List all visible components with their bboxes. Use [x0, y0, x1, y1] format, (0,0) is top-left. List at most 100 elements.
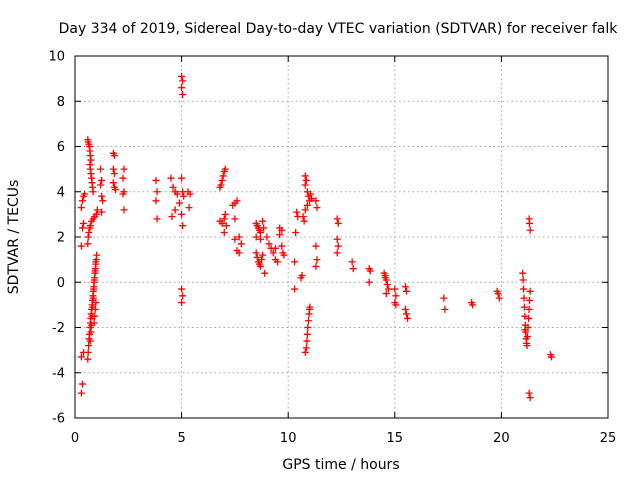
data-point: [179, 90, 187, 98]
grid-lines: [75, 56, 608, 418]
data-point: [526, 394, 534, 402]
data-point: [312, 242, 320, 250]
data-point: [78, 380, 86, 388]
data-point: [85, 342, 93, 350]
data-point: [178, 72, 186, 80]
data-point: [302, 344, 310, 352]
data-point: [276, 231, 284, 239]
data-point: [109, 179, 117, 187]
data-point: [401, 305, 409, 313]
tick-labels: 0 5 10 15 20 25 -6 -4 -2 0 2 4 6 8 10: [48, 50, 616, 447]
data-point: [259, 251, 267, 259]
data-point: [259, 217, 267, 225]
data-point: [304, 324, 312, 331]
data-point: [392, 301, 400, 309]
data-point: [89, 188, 97, 196]
data-point: [334, 242, 342, 250]
data-point: [231, 215, 239, 223]
data-point: [98, 192, 106, 200]
data-point: [256, 235, 264, 243]
data-point: [84, 355, 92, 363]
data-point: [87, 156, 95, 164]
data-point: [231, 235, 239, 243]
y-tick-label: 0: [57, 276, 65, 291]
data-point: [313, 204, 321, 212]
data-point: [87, 328, 95, 336]
data-point: [120, 206, 128, 214]
data-point: [299, 213, 307, 221]
data-point: [381, 274, 389, 282]
data-point: [178, 210, 186, 218]
data-point: [120, 165, 128, 173]
data-point: [301, 206, 309, 214]
data-point: [261, 269, 269, 277]
y-tick-label: 8: [57, 95, 65, 110]
data-point: [263, 233, 271, 241]
data-point: [219, 172, 227, 180]
data-point: [91, 305, 99, 313]
data-point: [97, 165, 105, 173]
data-points: [77, 72, 556, 402]
data-point: [169, 183, 177, 191]
data-point: [185, 204, 193, 212]
data-point: [298, 271, 306, 279]
data-point: [256, 262, 264, 270]
data-point: [384, 285, 392, 293]
data-point: [441, 305, 449, 313]
data-point: [119, 190, 127, 198]
data-point: [365, 278, 373, 286]
data-point: [382, 290, 390, 298]
data-point: [256, 228, 264, 236]
data-point: [303, 330, 311, 338]
x-tick-label: 10: [280, 431, 297, 446]
plot-frame: [74, 55, 609, 419]
data-point: [222, 222, 230, 230]
data-point: [178, 84, 186, 92]
data-point: [265, 240, 273, 248]
data-point: [274, 258, 282, 266]
data-point: [304, 317, 312, 325]
data-point: [333, 235, 341, 243]
y-tick-label: -4: [52, 366, 65, 381]
data-point: [98, 176, 106, 184]
data-point: [77, 389, 85, 397]
data-point: [218, 219, 226, 227]
data-point: [293, 208, 301, 216]
data-point: [92, 258, 100, 266]
data-point: [233, 197, 241, 205]
data-point: [521, 326, 529, 334]
data-point: [98, 208, 106, 216]
data-point: [526, 296, 534, 304]
data-point: [77, 204, 85, 212]
data-point: [97, 181, 105, 189]
data-point: [168, 213, 176, 221]
data-point: [77, 353, 85, 361]
y-axis-label: SDTVAR / TECUs: [6, 180, 22, 295]
data-point: [348, 258, 356, 266]
data-point: [153, 215, 161, 223]
data-point: [334, 219, 342, 227]
data-point: [307, 190, 315, 198]
data-point: [237, 240, 245, 248]
data-point: [520, 294, 528, 302]
data-point: [80, 219, 88, 227]
data-point: [520, 303, 528, 311]
data-point: [312, 262, 320, 270]
data-point: [78, 197, 86, 205]
data-point: [303, 201, 311, 209]
data-point: [301, 348, 309, 356]
y-tick-label: 4: [57, 185, 65, 200]
data-point: [84, 348, 92, 356]
x-axis-label: GPS time / hours: [282, 457, 399, 473]
data-point: [252, 233, 260, 241]
data-point: [349, 265, 357, 273]
data-point: [84, 240, 92, 248]
data-point: [308, 195, 316, 203]
data-point: [333, 215, 341, 223]
data-point: [92, 210, 100, 218]
data-point: [526, 287, 534, 295]
data-point: [85, 228, 93, 236]
data-point: [440, 294, 448, 302]
data-point: [152, 197, 160, 205]
data-point: [109, 165, 117, 173]
